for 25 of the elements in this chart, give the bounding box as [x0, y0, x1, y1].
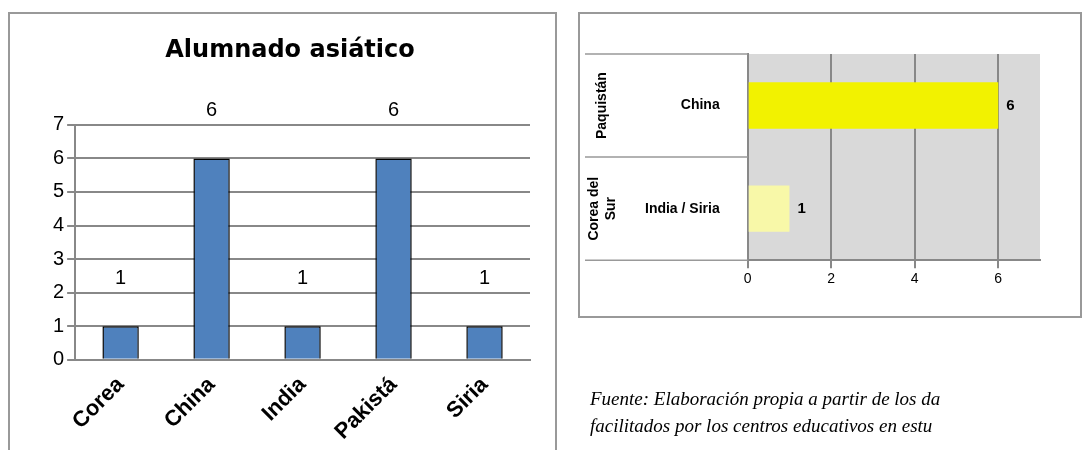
x-tick-label: 0: [743, 270, 752, 287]
x-tick-label: Siria: [440, 370, 493, 423]
data-label: 1: [478, 266, 491, 289]
y-tick-label: 5: [53, 179, 65, 202]
y-tick-label: 4: [53, 213, 65, 236]
y-tick-label: 3: [53, 246, 65, 269]
x-tick-label: 4: [910, 270, 919, 287]
data-label: 6: [387, 98, 400, 121]
text: Paquistán: [592, 72, 609, 139]
x-tick-label: 2: [827, 270, 836, 287]
y-tick-label: 7: [53, 112, 65, 135]
y-tick-label: 1: [53, 313, 65, 336]
source-note: Fuente: Elaboración propia a partir de los da: [590, 387, 941, 411]
data-label: 1: [297, 266, 309, 289]
x-tick-label: 6: [994, 270, 1003, 287]
text: Corea del Sur: [584, 176, 618, 241]
data-label: 1: [797, 198, 806, 216]
data-label: 6: [1006, 95, 1015, 113]
text: facilitados por los centros educativos en estu: [590, 414, 934, 438]
y-tick-label: 0: [53, 347, 65, 370]
chart-title: Alumnado asiático: [165, 34, 415, 63]
y-tick-label: India / Siria: [644, 199, 720, 216]
data-label: 1: [115, 266, 127, 289]
data-label: 6: [206, 98, 218, 121]
y-tick-label: 6: [53, 145, 65, 168]
